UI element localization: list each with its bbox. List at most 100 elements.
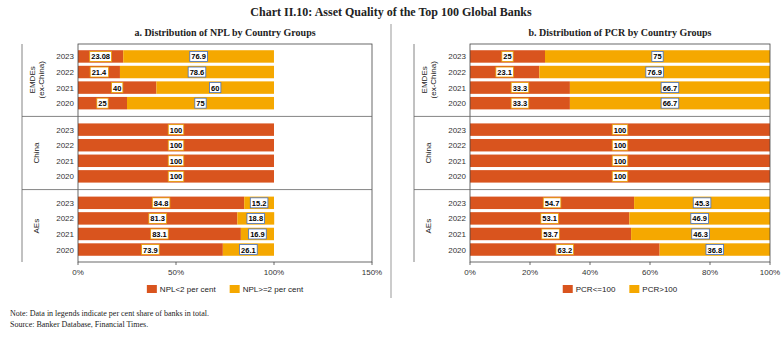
data-label-group: 23.1: [496, 67, 514, 77]
data-label: 33.3: [513, 99, 528, 108]
data-label-group: 54.7: [543, 198, 561, 208]
data-label-box: [652, 51, 663, 61]
data-label-box: [112, 83, 123, 93]
data-label: 36.8: [707, 246, 722, 255]
bar: [470, 66, 539, 78]
category-label: 2022: [56, 68, 74, 77]
data-label: 81.3: [150, 214, 165, 223]
data-label-box: [612, 171, 628, 181]
data-label: 21.4: [92, 68, 107, 77]
group-label-holder: China: [32, 142, 41, 163]
bar: [470, 155, 770, 167]
data-label: 18.8: [248, 214, 263, 223]
data-label-box: [692, 229, 710, 239]
x-tick-label: 60%: [642, 268, 658, 277]
bar: [631, 228, 770, 240]
data-label-box: [691, 213, 709, 223]
category-label: 2021: [56, 157, 74, 166]
bar: [127, 97, 274, 109]
x-tick: [530, 262, 531, 265]
bar: [78, 97, 127, 109]
data-label: 46.9: [692, 214, 707, 223]
x-tick: [78, 262, 79, 265]
panel-title: a. Distribution of NPL by Country Groups: [134, 27, 315, 38]
data-label: 100: [614, 126, 627, 135]
bar: [634, 197, 770, 209]
x-tick: [372, 262, 373, 265]
x-tick-label: 100%: [264, 268, 284, 277]
data-label: 100: [614, 172, 627, 181]
category-label: 2021: [448, 230, 466, 239]
data-label: 54.7: [545, 199, 560, 208]
bar: [156, 81, 274, 93]
data-label-group: 100: [612, 125, 628, 135]
bar: [470, 139, 770, 151]
bar: [660, 243, 770, 255]
category-label: 2022: [448, 141, 466, 150]
category-label: 2021: [448, 84, 466, 93]
bar: [78, 197, 244, 209]
text-line: AEs: [424, 219, 433, 234]
data-label-box: [168, 125, 184, 135]
data-label-group: 78.6: [188, 67, 206, 77]
data-label-group: 25: [502, 51, 513, 61]
group-separator: [22, 189, 372, 190]
data-label-box: [188, 67, 206, 77]
bar: [78, 139, 274, 151]
data-label-box: [693, 198, 711, 208]
text-line: China: [32, 142, 41, 163]
text-line: EMDEs: [28, 66, 37, 93]
bar: [539, 66, 770, 78]
data-label: 25: [503, 52, 511, 61]
group-label-holder: EMDEs(ex-China): [420, 61, 438, 99]
legend-swatch: [230, 285, 240, 293]
bar: [470, 50, 545, 62]
data-label-box: [706, 245, 724, 255]
data-label-box: [661, 83, 679, 93]
data-label: 83.1: [152, 230, 167, 239]
data-label: 53.1: [542, 214, 557, 223]
group-label-holder: AEs: [32, 219, 41, 234]
group-label-holder: EMDEs(ex-China): [28, 61, 46, 99]
text-line: (ex-China): [429, 61, 438, 99]
x-tick-label: 100%: [760, 268, 780, 277]
data-label: 16.9: [250, 230, 265, 239]
data-label-box: [90, 67, 108, 77]
data-label: 75: [196, 99, 204, 108]
chart-canvas: Chart II.10: Asset Quality of the Top 10…: [0, 0, 782, 341]
data-label-box: [168, 171, 184, 181]
data-label-group: 33.3: [511, 83, 529, 93]
x-tick: [590, 262, 591, 265]
x-tick: [176, 262, 177, 265]
group-label: AEs: [32, 219, 41, 234]
data-label-box: [249, 229, 267, 239]
data-label-group: 84.8: [152, 198, 170, 208]
data-label-box: [97, 98, 108, 108]
bar: [629, 212, 770, 224]
data-label-group: 76.9: [646, 67, 664, 77]
group-label: China: [32, 142, 41, 163]
data-label-box: [90, 51, 112, 61]
data-label: 100: [170, 172, 183, 181]
data-label: 40: [113, 84, 121, 93]
figure-title: Chart II.10: Asset Quality of the Top 10…: [250, 5, 532, 19]
group-label: China: [424, 142, 433, 163]
bar: [123, 50, 274, 62]
data-label: 45.3: [695, 199, 710, 208]
data-label-group: 45.3: [693, 198, 711, 208]
x-tick-label: 80%: [702, 268, 718, 277]
data-label-group: 100: [612, 140, 628, 150]
data-label: 73.9: [143, 246, 158, 255]
category-label: 2021: [448, 157, 466, 166]
data-label-box: [556, 245, 574, 255]
category-label: 2021: [56, 84, 74, 93]
group-label: EMDEs(ex-China): [28, 61, 46, 99]
bar: [274, 139, 275, 151]
x-tick-label: 50%: [168, 268, 184, 277]
data-label: 53.7: [543, 230, 558, 239]
bar: [78, 50, 123, 62]
data-label-group: 81.3: [149, 213, 167, 223]
x-tick: [274, 262, 275, 265]
legend-swatch: [147, 285, 157, 293]
data-label-group: 46.9: [691, 213, 709, 223]
